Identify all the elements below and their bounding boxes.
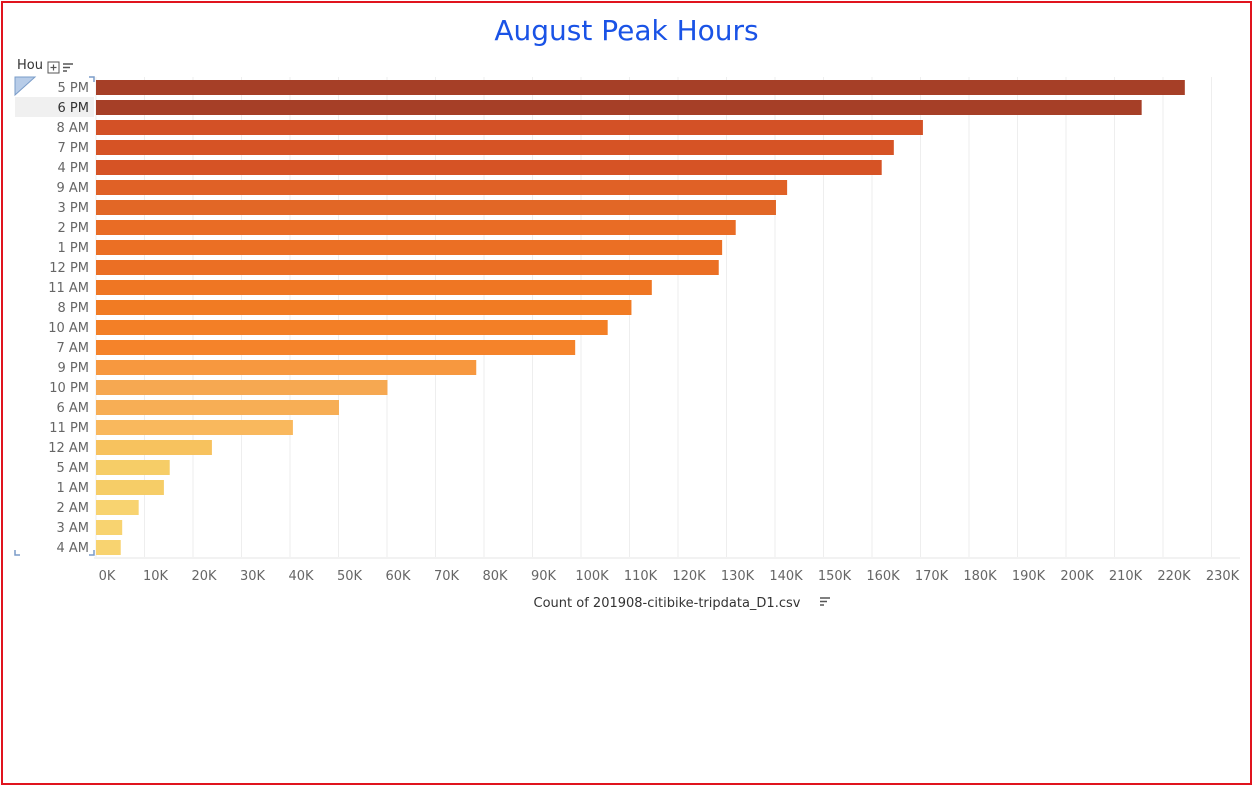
y-category-label[interactable]: 12 AM bbox=[48, 441, 89, 456]
bar[interactable] bbox=[96, 540, 121, 555]
x-tick-label: 50K bbox=[337, 569, 363, 584]
y-category-label[interactable]: 9 AM bbox=[56, 181, 89, 196]
selection-corner-icon bbox=[14, 76, 95, 556]
bar[interactable] bbox=[96, 240, 723, 255]
bar[interactable] bbox=[96, 380, 388, 395]
x-tick-label: 10K bbox=[143, 569, 169, 584]
y-category-label[interactable]: 5 PM bbox=[58, 81, 89, 96]
bar[interactable] bbox=[96, 80, 1185, 95]
bar[interactable] bbox=[96, 400, 339, 415]
bar[interactable] bbox=[96, 300, 632, 315]
bar[interactable] bbox=[96, 520, 123, 535]
x-tick-label: 20K bbox=[191, 569, 217, 584]
y-category-label[interactable]: 11 PM bbox=[49, 421, 89, 436]
x-tick-label: 170K bbox=[915, 569, 949, 584]
y-category-label[interactable]: 12 PM bbox=[49, 261, 89, 276]
y-category-label[interactable]: 8 AM bbox=[56, 121, 89, 136]
x-tick-label: 130K bbox=[721, 569, 755, 584]
bar[interactable] bbox=[96, 420, 293, 435]
y-category-label[interactable]: 6 PM bbox=[58, 101, 89, 116]
x-tick-label: 80K bbox=[482, 569, 508, 584]
x-tick-label: 110K bbox=[624, 569, 658, 584]
bar[interactable] bbox=[96, 100, 1142, 115]
x-tick-label: 230K bbox=[1206, 569, 1240, 584]
y-category-label[interactable]: 10 PM bbox=[49, 381, 89, 396]
bar[interactable] bbox=[96, 480, 164, 495]
y-category-label[interactable]: 2 PM bbox=[58, 221, 89, 236]
x-tick-label: 220K bbox=[1157, 569, 1191, 584]
x-tick-label: 40K bbox=[288, 569, 314, 584]
bar[interactable] bbox=[96, 500, 139, 515]
y-category-label[interactable]: 5 AM bbox=[56, 461, 89, 476]
y-category-label[interactable]: 10 AM bbox=[48, 321, 89, 336]
x-axis-label: Count of 201908-citibike-tripdata_D1.csv bbox=[534, 596, 801, 611]
x-tick-label: 210K bbox=[1109, 569, 1143, 584]
x-tick-label: 200K bbox=[1060, 569, 1094, 584]
bar[interactable] bbox=[96, 200, 776, 215]
x-tick-label: 160K bbox=[866, 569, 900, 584]
x-tick-label: 150K bbox=[818, 569, 852, 584]
x-axis-title: Count of 201908-citibike-tripdata_D1.csv bbox=[534, 596, 830, 611]
chart-title: August Peak Hours bbox=[494, 14, 759, 47]
y-category-label[interactable]: 11 AM bbox=[48, 281, 89, 296]
y-category-label[interactable]: 4 AM bbox=[56, 541, 89, 556]
x-tick-label: 120K bbox=[672, 569, 706, 584]
y-category-label[interactable]: 7 AM bbox=[56, 341, 89, 356]
x-tick-label: 30K bbox=[240, 569, 266, 584]
x-tick-label: 190K bbox=[1012, 569, 1046, 584]
bar[interactable] bbox=[96, 140, 894, 155]
y-category-label[interactable]: 9 PM bbox=[58, 361, 89, 376]
expand-icon[interactable] bbox=[47, 61, 60, 74]
bar[interactable] bbox=[96, 360, 477, 375]
bar[interactable] bbox=[96, 180, 788, 195]
x-tick-label: 70K bbox=[434, 569, 460, 584]
x-tick-label: 100K bbox=[575, 569, 609, 584]
y-category-label[interactable]: 4 PM bbox=[58, 161, 89, 176]
bar[interactable] bbox=[96, 280, 652, 295]
bar[interactable] bbox=[96, 220, 736, 235]
y-category-label[interactable]: 7 PM bbox=[58, 141, 89, 156]
bar[interactable] bbox=[96, 460, 170, 475]
sort-icon[interactable] bbox=[63, 63, 73, 72]
bar[interactable] bbox=[96, 260, 719, 275]
y-category-label[interactable]: 2 AM bbox=[56, 501, 89, 516]
bar[interactable] bbox=[96, 160, 882, 175]
y-category-label[interactable]: 3 AM bbox=[56, 521, 89, 536]
x-tick-label: 0K bbox=[99, 569, 116, 584]
row-header-label: Hou bbox=[17, 58, 43, 73]
y-category-label[interactable]: 3 PM bbox=[58, 201, 89, 216]
y-category-label[interactable]: 1 AM bbox=[56, 481, 89, 496]
x-tick-label: 140K bbox=[769, 569, 803, 584]
bar[interactable] bbox=[96, 320, 608, 335]
bar[interactable] bbox=[96, 120, 923, 135]
y-category-label[interactable]: 8 PM bbox=[58, 301, 89, 316]
row-header: Hou bbox=[17, 58, 43, 73]
x-tick-label: 60K bbox=[385, 569, 411, 584]
x-tick-label: 180K bbox=[963, 569, 997, 584]
y-category-label[interactable]: 6 AM bbox=[56, 401, 89, 416]
y-category-label[interactable]: 1 PM bbox=[58, 241, 89, 256]
highlighted-row bbox=[15, 97, 94, 117]
axis-sort-icon[interactable] bbox=[820, 597, 830, 606]
x-tick-label: 90K bbox=[531, 569, 557, 584]
bar[interactable] bbox=[96, 440, 212, 455]
bar[interactable] bbox=[96, 340, 576, 355]
